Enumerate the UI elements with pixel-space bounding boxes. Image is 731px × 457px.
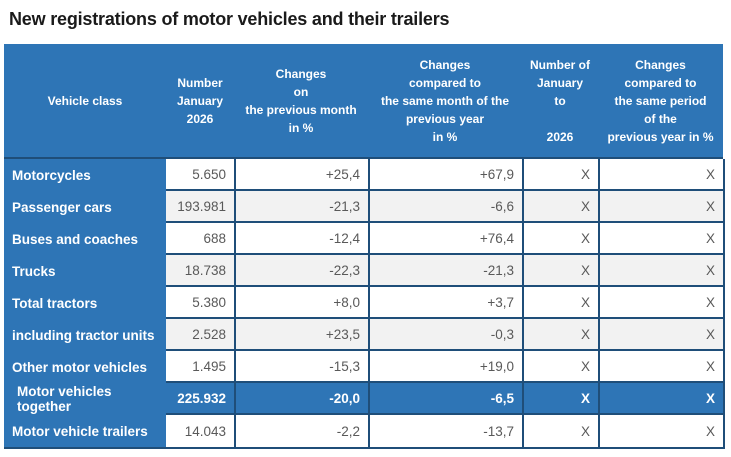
change-month-cell: -2,2 xyxy=(234,415,368,447)
change-month-cell: +23,5 xyxy=(234,319,368,351)
change-year-cell: +67,9 xyxy=(368,159,522,191)
table-row-trucks: Trucks 18.738 -22,3 -21,3 X X xyxy=(4,255,723,287)
number-ytd-cell: X xyxy=(522,223,598,255)
vehicle-class-cell: Trucks xyxy=(4,255,166,287)
number-cell: 2.528 xyxy=(166,319,234,351)
number-cell: 688 xyxy=(166,223,234,255)
table-row-total-tractors: Total tractors 5.380 +8,0 +3,7 X X xyxy=(4,287,723,319)
number-ytd-cell: X xyxy=(522,415,598,447)
table-row-motor-vehicle-trailers: Motor vehicle trailers 14.043 -2,2 -13,7… xyxy=(4,415,723,447)
header-change-same-month: Changes compared to the same month of th… xyxy=(380,57,509,144)
change-period-cell: X xyxy=(598,383,723,415)
vehicle-class-cell: Motor vehicles together xyxy=(4,383,166,415)
header-change-prev-month: Changes on the previous month in % xyxy=(245,66,357,135)
number-ytd-cell: X xyxy=(522,351,598,383)
table-header-row: Vehicle class Number January 2026 Change… xyxy=(4,44,723,159)
number-cell: 5.380 xyxy=(166,287,234,319)
vehicle-class-cell: Buses and coaches xyxy=(4,223,166,255)
change-period-cell: X xyxy=(598,415,723,447)
number-cell: 225.932 xyxy=(166,383,234,415)
number-ytd-cell: X xyxy=(522,255,598,287)
change-year-cell: +19,0 xyxy=(368,351,522,383)
change-month-cell: +25,4 xyxy=(234,159,368,191)
change-month-cell: +8,0 xyxy=(234,287,368,319)
header-number-ytd: Number of January to 2026 xyxy=(530,57,590,144)
table-row-tractor-units: including tractor units 2.528 +23,5 -0,3… xyxy=(4,319,723,351)
number-ytd-cell: X xyxy=(522,383,598,415)
vehicle-class-cell: Passenger cars xyxy=(4,191,166,223)
table-row-passenger-cars: Passenger cars 193.981 -21,3 -6,6 X X xyxy=(4,191,723,223)
change-month-cell: -15,3 xyxy=(234,351,368,383)
table-row-buses-coaches: Buses and coaches 688 -12,4 +76,4 X X xyxy=(4,223,723,255)
change-year-cell: -6,5 xyxy=(368,383,522,415)
change-month-cell: -21,3 xyxy=(234,191,368,223)
number-cell: 1.495 xyxy=(166,351,234,383)
vehicle-class-cell: Motor vehicle trailers xyxy=(4,415,166,447)
change-period-cell: X xyxy=(598,351,723,383)
page-title: New registrations of motor vehicles and … xyxy=(9,9,450,29)
change-year-cell: -0,3 xyxy=(368,319,522,351)
change-month-cell: -22,3 xyxy=(234,255,368,287)
vehicle-class-cell: Total tractors xyxy=(4,287,166,319)
table-row-other-motor-vehicles: Other motor vehicles 1.495 -15,3 +19,0 X… xyxy=(4,351,723,383)
change-month-cell: -20,0 xyxy=(234,383,368,415)
table-row-motorcycles: Motorcycles 5.650 +25,4 +67,9 X X xyxy=(4,159,723,191)
change-period-cell: X xyxy=(598,319,723,351)
number-cell: 18.738 xyxy=(166,255,234,287)
change-year-cell: +3,7 xyxy=(368,287,522,319)
table-body: Motorcycles 5.650 +25,4 +67,9 X X Passen… xyxy=(4,159,725,449)
registrations-table: Vehicle class Number January 2026 Change… xyxy=(4,44,725,449)
change-year-cell: -13,7 xyxy=(368,415,522,447)
number-cell: 14.043 xyxy=(166,415,234,447)
header-vehicle-class: Vehicle class xyxy=(47,93,123,108)
table-row-motor-vehicles-total: Motor vehicles together 225.932 -20,0 -6… xyxy=(4,383,723,415)
header-change-same-period: Changes compared to the same period of t… xyxy=(607,57,714,144)
number-cell: 193.981 xyxy=(166,191,234,223)
change-period-cell: X xyxy=(598,287,723,319)
vehicle-class-cell: including tractor units xyxy=(4,319,166,351)
header-number-january: Number January 2026 xyxy=(176,75,224,126)
number-cell: 5.650 xyxy=(166,159,234,191)
change-period-cell: X xyxy=(598,191,723,223)
number-ytd-cell: X xyxy=(522,319,598,351)
number-ytd-cell: X xyxy=(522,159,598,191)
change-period-cell: X xyxy=(598,223,723,255)
number-ytd-cell: X xyxy=(522,287,598,319)
change-year-cell: +76,4 xyxy=(368,223,522,255)
change-month-cell: -12,4 xyxy=(234,223,368,255)
change-year-cell: -21,3 xyxy=(368,255,522,287)
change-year-cell: -6,6 xyxy=(368,191,522,223)
vehicle-class-cell: Other motor vehicles xyxy=(4,351,166,383)
change-period-cell: X xyxy=(598,159,723,191)
vehicle-class-cell: Motorcycles xyxy=(4,159,166,191)
change-period-cell: X xyxy=(598,255,723,287)
number-ytd-cell: X xyxy=(522,191,598,223)
